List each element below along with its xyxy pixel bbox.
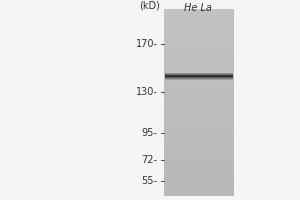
- Bar: [164, 155, 234, 159]
- Bar: [164, 149, 234, 152]
- Bar: [164, 27, 234, 31]
- Bar: [164, 102, 234, 105]
- Bar: [164, 121, 234, 124]
- Bar: [164, 65, 234, 68]
- Bar: [164, 124, 234, 127]
- Text: 55-: 55-: [142, 176, 158, 186]
- Bar: [164, 93, 234, 96]
- Bar: [164, 180, 234, 184]
- Bar: [164, 77, 234, 81]
- Bar: [164, 109, 234, 112]
- Text: 170-: 170-: [136, 39, 158, 49]
- Bar: [164, 40, 234, 43]
- Bar: [164, 24, 234, 27]
- Bar: [164, 46, 234, 49]
- Text: 130-: 130-: [136, 87, 158, 97]
- Bar: [164, 187, 234, 190]
- Bar: [164, 190, 234, 193]
- Bar: [164, 130, 234, 134]
- Text: (kD): (kD): [140, 1, 160, 11]
- Bar: [164, 127, 234, 130]
- Bar: [164, 68, 234, 71]
- Bar: [164, 62, 234, 65]
- Bar: [164, 52, 234, 56]
- Bar: [164, 71, 234, 74]
- Bar: [164, 87, 234, 90]
- Bar: [164, 34, 234, 37]
- Bar: [164, 37, 234, 40]
- Bar: [164, 118, 234, 121]
- Text: He La: He La: [184, 3, 212, 13]
- Bar: [164, 31, 234, 34]
- Bar: [165, 79, 232, 80]
- Bar: [164, 43, 234, 46]
- Bar: [164, 21, 234, 24]
- Bar: [164, 9, 234, 12]
- Bar: [165, 75, 232, 76]
- Bar: [164, 143, 234, 146]
- Bar: [164, 137, 234, 140]
- Bar: [164, 18, 234, 21]
- Bar: [164, 74, 234, 77]
- Bar: [164, 168, 234, 171]
- Bar: [164, 177, 234, 180]
- Bar: [164, 81, 234, 84]
- Bar: [164, 140, 234, 143]
- Bar: [164, 49, 234, 52]
- Bar: [165, 73, 232, 74]
- Bar: [164, 15, 234, 18]
- Text: 95-: 95-: [142, 128, 158, 138]
- Bar: [165, 77, 232, 78]
- Bar: [164, 162, 234, 165]
- Bar: [164, 134, 234, 137]
- Bar: [164, 56, 234, 59]
- Bar: [164, 146, 234, 149]
- Text: 72-: 72-: [142, 155, 158, 165]
- Bar: [164, 174, 234, 177]
- Bar: [164, 59, 234, 62]
- Bar: [164, 193, 234, 196]
- Bar: [164, 184, 234, 187]
- Bar: [164, 152, 234, 155]
- Bar: [165, 74, 232, 75]
- Bar: [164, 112, 234, 115]
- Bar: [164, 159, 234, 162]
- Bar: [164, 12, 234, 15]
- Bar: [164, 96, 234, 99]
- Bar: [164, 105, 234, 109]
- Bar: [165, 76, 232, 77]
- Bar: [164, 99, 234, 102]
- Bar: [164, 115, 234, 118]
- Bar: [164, 84, 234, 87]
- Bar: [164, 90, 234, 93]
- Bar: [164, 165, 234, 168]
- Bar: [165, 78, 232, 79]
- Bar: [164, 171, 234, 174]
